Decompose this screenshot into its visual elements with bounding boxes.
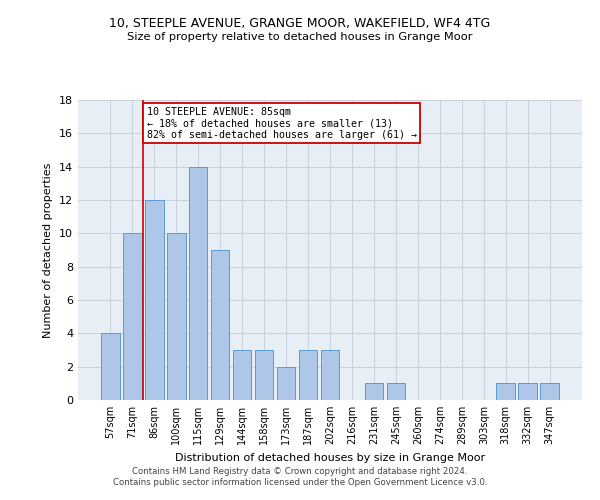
Bar (277, 366, 295, 400)
Bar (145, 200, 164, 400)
Bar (189, 166, 208, 400)
Y-axis label: Number of detached properties: Number of detached properties (43, 162, 53, 338)
Bar (255, 350, 274, 400)
Text: 10, STEEPLE AVENUE, GRANGE MOOR, WAKEFIELD, WF4 4TG: 10, STEEPLE AVENUE, GRANGE MOOR, WAKEFIE… (109, 18, 491, 30)
Bar (365, 384, 383, 400)
Bar (233, 350, 251, 400)
Bar (541, 384, 559, 400)
Bar (299, 350, 317, 400)
Text: Size of property relative to detached houses in Grange Moor: Size of property relative to detached ho… (127, 32, 473, 42)
Text: 10 STEEPLE AVENUE: 85sqm
← 18% of detached houses are smaller (13)
82% of semi-d: 10 STEEPLE AVENUE: 85sqm ← 18% of detach… (146, 106, 416, 140)
Text: Contains HM Land Registry data © Crown copyright and database right 2024.: Contains HM Land Registry data © Crown c… (132, 467, 468, 476)
Bar (320, 350, 340, 400)
Bar (101, 334, 119, 400)
Bar (386, 384, 405, 400)
Bar (123, 234, 142, 400)
Bar (518, 384, 537, 400)
Bar (496, 384, 515, 400)
Bar (167, 234, 185, 400)
X-axis label: Distribution of detached houses by size in Grange Moor: Distribution of detached houses by size … (175, 452, 485, 462)
Text: Contains public sector information licensed under the Open Government Licence v3: Contains public sector information licen… (113, 478, 487, 487)
Bar (211, 250, 229, 400)
